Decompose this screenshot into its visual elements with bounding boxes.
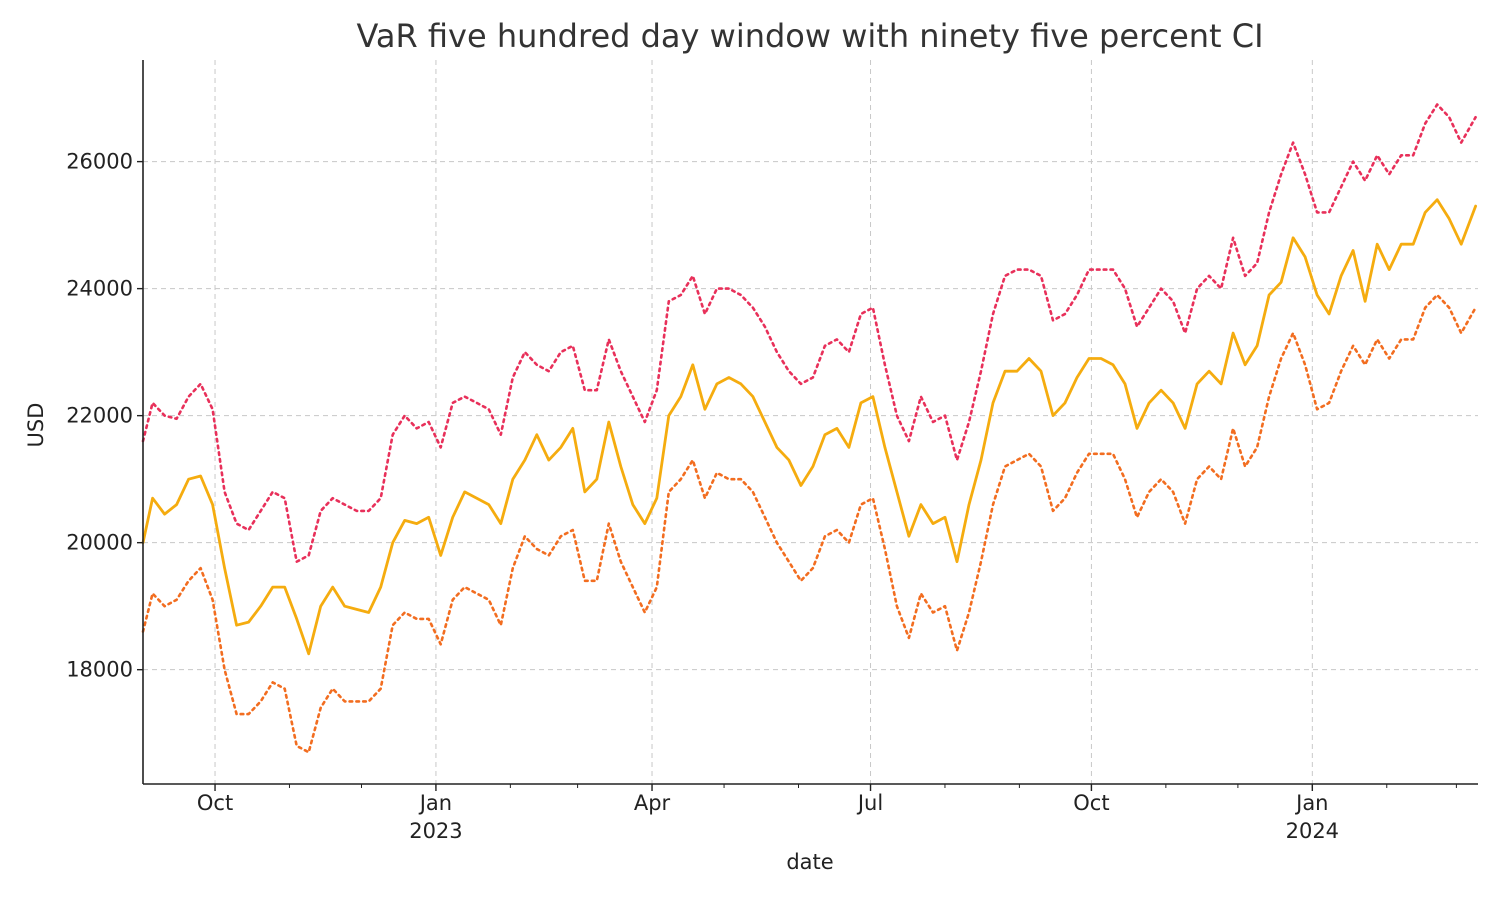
y-tick-label: 20000 — [66, 531, 133, 555]
grid-layer — [143, 60, 1478, 784]
y-tick-label: 24000 — [66, 277, 133, 301]
x-axis-title: date — [786, 850, 833, 874]
series-layer — [141, 103, 1477, 754]
x-tick-label: Jul — [856, 791, 883, 815]
x-tick-label: Oct — [1073, 791, 1109, 815]
chart-title: VaR five hundred day window with ninety … — [356, 17, 1263, 55]
x-tick-label: Apr — [634, 791, 671, 815]
x-tick-label: Jan — [1294, 791, 1328, 815]
axes-layer — [142, 60, 1478, 785]
y-tick-label: 18000 — [66, 658, 133, 682]
var-estimate-line — [141, 198, 1477, 656]
x-tick-year-label: 2023 — [409, 819, 462, 843]
y-axis-title: USD — [24, 403, 48, 448]
x-tick-label: Jan — [418, 791, 452, 815]
lower-ci-line — [141, 293, 1477, 754]
x-tick-year-label: 2024 — [1286, 819, 1339, 843]
x-tick-label: Oct — [197, 791, 233, 815]
y-tick-label: 26000 — [66, 150, 133, 174]
upper-ci-line — [141, 103, 1477, 564]
ticks-layer: 18000 20000 22000 24000 26000 Oct Jan 2023 Apr Ju… — [66, 150, 1457, 843]
y-tick-label: 22000 — [66, 404, 133, 428]
